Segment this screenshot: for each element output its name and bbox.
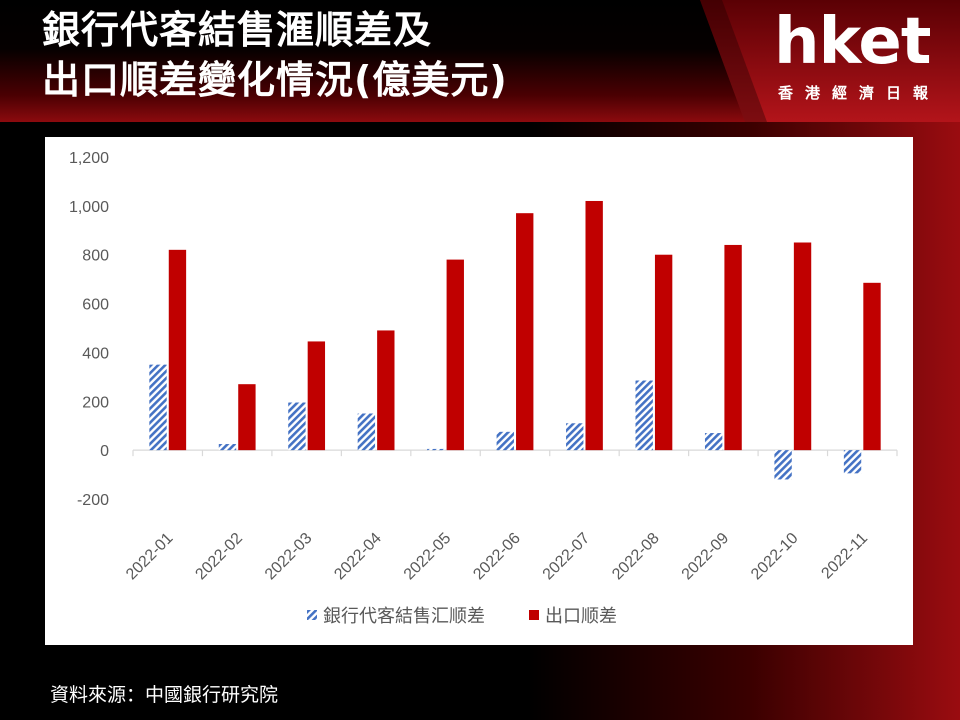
x-tick-label: 2022-02: [192, 530, 246, 584]
bar-fx-settlement-surplus: [218, 444, 237, 451]
bar-export-surplus: [377, 330, 395, 451]
bar-fx-settlement-surplus: [843, 450, 862, 474]
x-tick-label: 2022-09: [679, 530, 733, 584]
legend-label-export: 出口顺差: [545, 606, 617, 627]
bar-fx-settlement-surplus: [427, 448, 445, 451]
bar-fx-settlement-surplus: [357, 413, 376, 451]
logo-subtitle: 香港經濟日報: [778, 84, 941, 102]
header-slope-decoration: [700, 0, 960, 122]
legend-label-fx-settlement: 銀行代客結售汇顺差: [323, 606, 485, 627]
title-line-2: 出口順差變化情況(億美元): [42, 58, 508, 102]
y-tick-label: 1,200: [69, 150, 109, 167]
x-axis-labels: 2022-01 2022-02 2022-03 2022-04 2022-05 2022-…: [123, 530, 871, 584]
bars: [149, 200, 881, 480]
bar-fx-settlement-surplus: [288, 402, 306, 451]
y-tick-label: -200: [77, 492, 109, 509]
x-tick-label: 2022-10: [748, 530, 802, 584]
bar-fx-settlement-surplus: [566, 423, 584, 451]
bar-export-surplus: [724, 244, 742, 451]
x-tick-label: 2022-04: [331, 530, 385, 584]
bar-export-surplus: [238, 384, 256, 451]
x-tick-label: 2022-08: [609, 530, 663, 584]
y-tick-label: 200: [82, 394, 109, 411]
bar-export-surplus: [446, 259, 464, 451]
bar-export-surplus: [307, 341, 326, 451]
header-bar: 銀行代客結售滙順差及 出口順差變化情況(億美元) hket 香港經濟日報: [0, 0, 960, 122]
bar-fx-settlement-surplus: [774, 450, 792, 480]
x-tick-label: 2022-03: [262, 530, 316, 584]
bar-fx-settlement-surplus: [635, 380, 653, 451]
y-tick-label: 1,000: [69, 199, 109, 216]
bar-export-surplus: [168, 249, 187, 451]
x-axis-ticks: [132, 450, 898, 457]
logo-wordmark: hket: [774, 5, 931, 79]
legend-swatch-export: [529, 610, 539, 620]
x-tick-label: 2022-11: [818, 530, 871, 583]
y-tick-label: 600: [82, 297, 109, 314]
bar-fx-settlement-surplus: [496, 431, 514, 451]
x-tick-label: 2022-07: [540, 530, 594, 584]
y-tick-label: 0: [100, 443, 109, 460]
bar-export-surplus: [654, 254, 673, 451]
legend: 銀行代客結售汇顺差 出口顺差: [307, 606, 617, 627]
x-tick-label: 2022-05: [401, 530, 455, 584]
legend-swatch-fx-settlement: [307, 610, 317, 620]
y-tick-label: 800: [82, 248, 109, 265]
bar-export-surplus: [585, 200, 603, 451]
bar-fx-settlement-surplus: [149, 364, 167, 451]
bar-export-surplus: [863, 282, 881, 451]
y-tick-label: 400: [82, 345, 109, 362]
x-tick-label: 2022-06: [470, 530, 524, 584]
chart-panel: -200 0 200 400 600 800 1,000 1,200 2022-01 2022-…: [45, 137, 913, 645]
x-tick-label: 2022-01: [123, 530, 177, 584]
bar-export-surplus: [516, 213, 534, 451]
bar-export-surplus: [793, 242, 812, 451]
hket-logo: hket 香港經濟日報: [742, 6, 952, 114]
title-line-1: 銀行代客結售滙順差及: [42, 8, 433, 52]
y-axis-labels: -200 0 200 400 600 800 1,000 1,200: [69, 150, 109, 509]
source-note: 資料來源：中國銀行研究院: [50, 684, 279, 706]
bar-fx-settlement-surplus: [704, 433, 723, 451]
